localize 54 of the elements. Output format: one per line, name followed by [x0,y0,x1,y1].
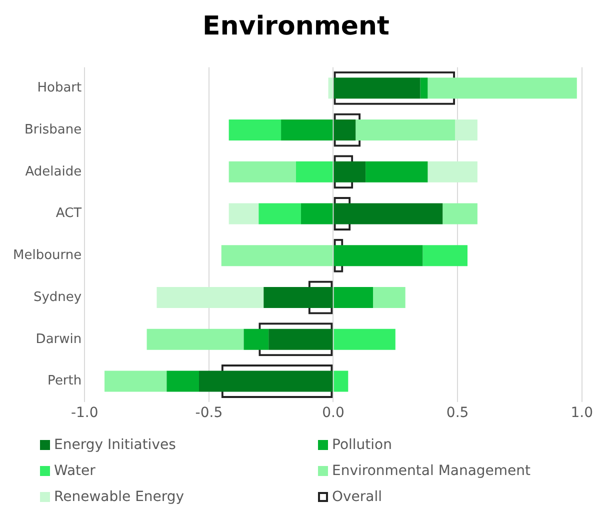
bar [442,203,478,224]
bar [366,161,428,182]
x-tick-label: -0.5 [195,405,223,422]
bar [334,161,366,182]
bar [296,161,333,182]
bar [428,161,478,182]
legend-label: Environmental Management [332,463,531,479]
bar [334,120,356,140]
y-tick-label: Sydney [33,290,82,305]
bar [334,245,423,266]
y-tick-label: Hobart [37,80,82,96]
legend-label: Water [54,463,96,479]
bar [156,287,264,308]
bar [146,328,244,350]
bar [334,287,374,308]
y-tick-label: Perth [48,374,82,389]
bar [281,120,333,140]
bar [334,78,420,99]
bar [104,370,167,392]
y-tick-label: Adelaide [25,164,82,180]
bar [221,245,333,266]
y-tick-label: Melbourne [13,248,82,264]
bar [228,120,282,140]
y-tick-label: Brisbane [24,122,82,138]
legend-label: Overall [332,489,382,505]
bar [244,328,269,350]
bar [420,78,428,99]
bar [334,203,443,224]
bar [334,370,348,392]
bar [228,161,296,182]
bar [422,245,468,266]
bar [428,78,577,99]
x-tick-label: 0.5 [446,405,469,422]
legend-label: Energy Initiatives [54,437,176,453]
bar [373,287,406,308]
bar [356,120,456,140]
x-tick-label: 0.0 [322,405,344,422]
bar [300,203,333,224]
bar [334,328,396,350]
y-tick-label: ACT [56,206,82,222]
bar [228,203,259,224]
bar [198,370,333,392]
legend-label: Pollution [332,437,392,453]
x-tick-label: 1.0 [570,405,593,422]
bar [268,328,333,350]
y-tick-label: Darwin [36,332,82,347]
bar [166,370,199,392]
bar [328,78,333,99]
bar [258,203,301,224]
bar [455,120,478,140]
bar [264,287,333,308]
chart-title: Environment [202,11,390,42]
legend-label: Renewable Energy [54,489,184,505]
x-tick-label: -1.0 [70,405,98,422]
